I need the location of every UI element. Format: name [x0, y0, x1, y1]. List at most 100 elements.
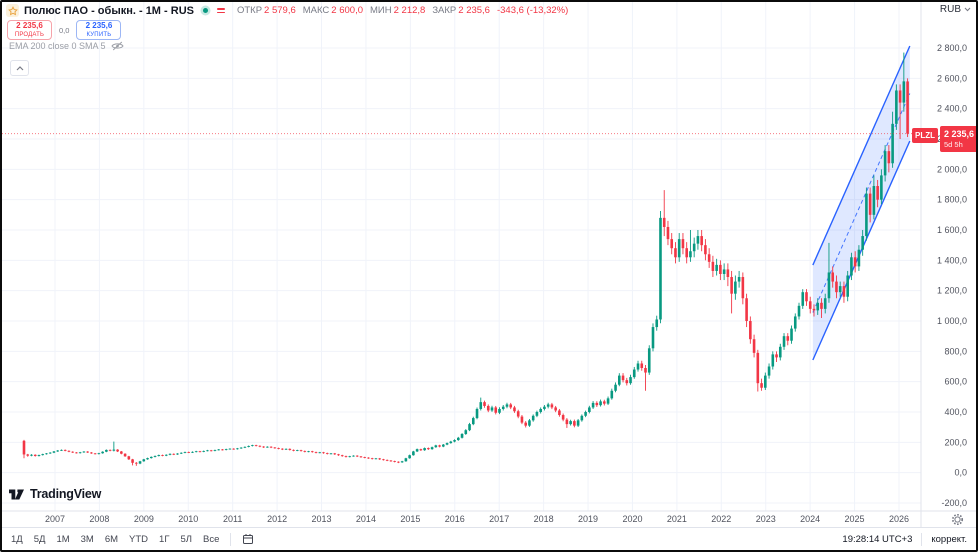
buy-label: КУПИТЬ	[86, 31, 112, 38]
time-axis[interactable]: 2007 2008 2009 2010 2011 2012 2013 2014 2015 2016…	[45, 514, 909, 524]
year-tick-label: 2013	[312, 514, 332, 524]
year-tick-label: 2011	[223, 514, 242, 524]
close-label: ЗАКР	[432, 5, 457, 16]
gear-icon	[951, 513, 964, 526]
candlesticks	[22, 52, 909, 466]
buy-price: 2 235,6	[85, 21, 113, 31]
footer-right: 19:28:14 UTC+3 коррект.	[842, 532, 967, 546]
year-tick-label: 2017	[489, 514, 509, 524]
year-tick-label: 2018	[534, 514, 554, 524]
price-tick-label: 2 400,0	[937, 104, 967, 114]
year-tick-label: 2021	[667, 514, 687, 524]
high-value: 2 600,0	[331, 5, 363, 16]
symbol-header: Полюс ПАО - обыкн. - 1M - RUS ОТКР 2 579,…	[6, 4, 568, 17]
grid	[2, 2, 921, 511]
price-badge: 2 235,6 5d 5h	[940, 126, 978, 152]
chart-settings-button[interactable]	[951, 513, 964, 531]
price-tick-label: -200,0	[941, 498, 967, 508]
range-buttons: 1Д 5Д 1М 3М 6М YTD 1Г 5Л Все	[11, 532, 254, 546]
price-tick-label: 2 600,0	[937, 73, 967, 83]
candle-countdown: 5d 5h	[944, 140, 963, 149]
price-tick-label: 0,0	[954, 468, 967, 478]
tradingview-logo[interactable]: TradingView	[8, 487, 101, 501]
calendar-icon	[243, 534, 254, 544]
price-tick-label: 1 800,0	[937, 195, 967, 205]
low-label: МИН	[370, 5, 392, 16]
high-label: МАКС	[302, 5, 330, 16]
low-value: 2 212,8	[393, 5, 426, 16]
price-tick-label: 1 600,0	[937, 225, 967, 235]
year-tick-label: 2010	[178, 514, 198, 524]
buy-button[interactable]: 2 235,6 КУПИТЬ	[76, 20, 122, 40]
price-tick-label: 200,0	[944, 437, 967, 447]
year-tick-label: 2007	[45, 514, 65, 524]
range-button-1[interactable]: 5Д	[33, 533, 46, 545]
price-tick-label: 1 200,0	[937, 286, 967, 296]
star-icon	[7, 5, 18, 15]
price-tick-label: 1 400,0	[937, 255, 967, 265]
year-tick-label: 2025	[845, 514, 865, 524]
range-button-7[interactable]: 5Л	[180, 533, 193, 545]
market-status-icon[interactable]	[202, 8, 208, 13]
current-price-label: PLZL 2 235,6 5d 5h	[912, 126, 978, 152]
range-button-0[interactable]: 1Д	[11, 533, 23, 545]
year-tick-label: 2022	[711, 514, 731, 524]
divider	[921, 532, 923, 546]
year-tick-label: 2020	[622, 514, 642, 524]
open-value: 2 579,6	[264, 5, 296, 16]
close-value: 2 235,6	[458, 5, 490, 16]
year-tick-label: 2008	[89, 514, 109, 524]
chevron-down-icon	[964, 7, 971, 12]
tradingview-mark-icon	[9, 489, 24, 499]
divider	[230, 532, 232, 546]
year-tick-label: 2024	[800, 514, 820, 524]
price-tick-label: 400,0	[944, 407, 967, 417]
year-tick-label: 2026	[889, 514, 909, 524]
price-tick-label: 600,0	[944, 377, 967, 387]
spread-value: 0,0	[59, 25, 70, 35]
currency-selector[interactable]: RUB	[940, 4, 971, 15]
price-tick-label: 1 000,0	[937, 316, 967, 326]
range-button-5[interactable]: YTD	[129, 533, 149, 545]
price-tick-label: 800,0	[944, 346, 967, 356]
clock-timezone[interactable]: 19:28:14 UTC+3	[842, 533, 913, 545]
year-tick-label: 2015	[400, 514, 420, 524]
price-badge-value: 2 235,6	[944, 128, 975, 139]
range-button-2[interactable]: 1М	[56, 533, 70, 545]
range-button-8[interactable]: Все	[203, 533, 220, 545]
year-tick-label: 2014	[356, 514, 376, 524]
change-value: -343,6 (-13,32%)	[496, 5, 569, 16]
price-axis[interactable]: 2 800,02 600,02 400,02 200,02 000,01 800…	[937, 43, 967, 508]
year-tick-label: 2012	[267, 514, 287, 524]
eye-hidden-icon[interactable]	[110, 41, 124, 51]
symbol-title[interactable]: Полюс ПАО - обыкн. - 1M - RUS	[24, 4, 194, 17]
year-tick-label: 2023	[756, 514, 776, 524]
sell-label: ПРОДАТЬ	[14, 31, 45, 38]
year-tick-label: 2016	[445, 514, 465, 524]
adjust-toggle[interactable]: коррект.	[931, 533, 967, 545]
ohlc-readout: ОТКР 2 579,6 МАКС 2 600,0 МИН 2 212,8 ЗАКР 2…	[237, 5, 568, 16]
bottom-toolbar: 1Д 5Д 1М 3М 6М YTD 1Г 5Л Все 19:28:14 UTC+3 корр…	[2, 527, 976, 550]
price-tick-label: 2 800,0	[937, 43, 967, 53]
sell-button[interactable]: 2 235,6 ПРОДАТЬ	[7, 20, 52, 40]
indicator-legend[interactable]: EMA 200 close 0 SMA 5	[9, 41, 124, 51]
year-tick-label: 2009	[134, 514, 154, 524]
open-label: ОТКР	[236, 5, 263, 16]
price-tick-label: 2 000,0	[937, 164, 967, 174]
sell-price: 2 235,6	[16, 21, 43, 31]
tradingview-logo-text: TradingView	[30, 487, 102, 501]
range-button-4[interactable]: 6М	[104, 533, 119, 545]
go-to-date-button[interactable]	[242, 533, 254, 545]
range-button-3[interactable]: 3М	[80, 533, 94, 545]
year-tick-label: 2019	[578, 514, 598, 524]
delayed-data-icon[interactable]	[216, 7, 225, 14]
collapse-panel-button[interactable]	[10, 60, 29, 76]
watchlist-star-icon[interactable]	[6, 4, 19, 17]
chevron-up-icon	[16, 65, 23, 70]
trade-panel: 2 235,6 ПРОДАТЬ 0,0 2 235,6 КУПИТЬ	[7, 20, 122, 40]
indicator-title: EMA 200 close 0 SMA 5	[9, 41, 106, 51]
ticker-badge: PLZL	[912, 128, 938, 143]
range-button-6[interactable]: 1Г	[159, 533, 170, 545]
